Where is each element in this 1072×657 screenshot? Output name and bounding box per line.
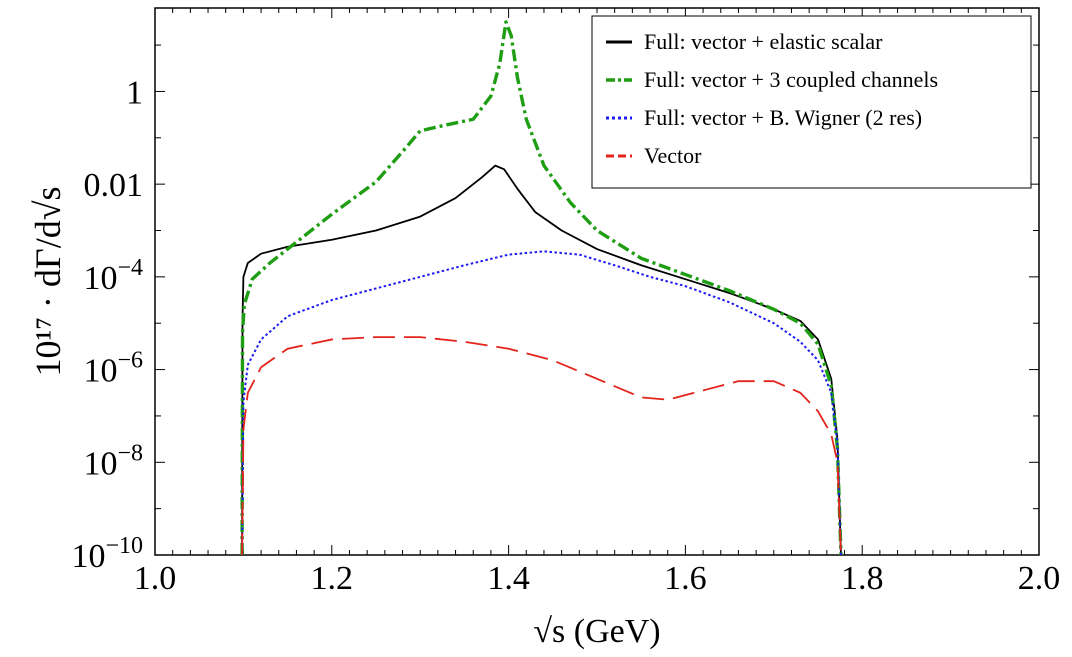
- y-axis-title: 10¹⁷ · dΓ/d√s: [28, 187, 68, 377]
- series-line-4: [241, 336, 842, 556]
- legend-label: Vector: [644, 143, 702, 168]
- legend-label: Full: vector + elastic scalar: [644, 29, 883, 54]
- y-tick-label: 10−8: [83, 440, 143, 482]
- x-tick-label: 1.6: [664, 560, 707, 597]
- series-line-3: [241, 250, 842, 556]
- legend-box: [591, 15, 1032, 189]
- y-tick-label: 1: [126, 74, 143, 111]
- axis-ticks: [154, 8, 1040, 556]
- x-tick-label: 1.2: [311, 560, 354, 597]
- legend-label: Full: vector + B. Wigner (2 res): [644, 105, 922, 130]
- series-lines: [240, 20, 843, 556]
- x-tick-label: 1.4: [487, 560, 530, 597]
- x-tick-label: 2.0: [1018, 560, 1061, 597]
- legend: Full: vector + elastic scalar Full: vecto…: [591, 15, 1032, 189]
- tick-labels: 1.0 1.2 1.4 1.6 1.8 2.0 10−10 10−8 10−6 10−4 0.01 1: [71, 74, 1060, 597]
- x-axis-title: √s (GeV): [533, 613, 660, 650]
- axis-titles: √s (GeV) 10¹⁷ · dΓ/d√s: [28, 187, 661, 650]
- y-tick-label: 0.01: [84, 167, 144, 204]
- y-tick-label: 10−4: [83, 255, 143, 297]
- x-tick-label: 1.0: [134, 560, 177, 597]
- x-tick-label: 1.8: [841, 560, 884, 597]
- legend-label: Full: vector + 3 coupled channels: [644, 67, 938, 92]
- y-tick-label: 10−10: [71, 533, 143, 575]
- y-tick-label: 10−6: [83, 348, 143, 390]
- series-line-2: [240, 20, 843, 556]
- series-line-1: [241, 164, 842, 556]
